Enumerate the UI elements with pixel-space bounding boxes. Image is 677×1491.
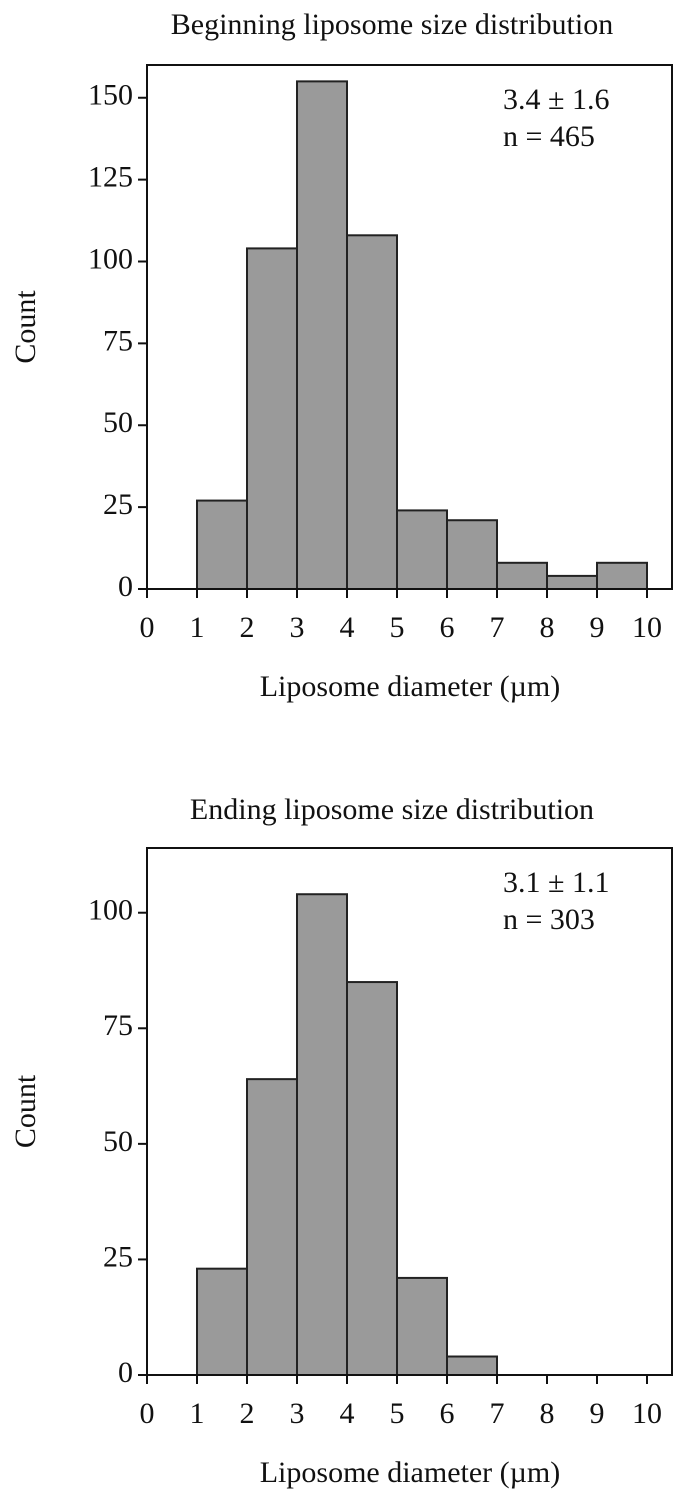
bar: [296, 80, 348, 590]
annotation: 3.1 ± 1.1: [503, 866, 609, 899]
bar: [196, 1267, 248, 1376]
bar: [496, 561, 548, 590]
x-tick-label: 2: [240, 1397, 255, 1430]
y-tick-label: 75: [103, 1009, 133, 1042]
bar: [346, 981, 398, 1376]
x-tick-label: 3: [290, 611, 305, 644]
bar: [346, 234, 398, 591]
x-tick-label: 8: [540, 611, 555, 644]
annotation: n = 465: [503, 120, 595, 153]
plot-frame: [146, 64, 673, 590]
x-tick-label: 1: [190, 611, 205, 644]
bar: [396, 1276, 448, 1376]
x-tick-label: 0: [140, 1397, 155, 1430]
x-tick-label: 8: [540, 1397, 555, 1430]
bar: [246, 247, 298, 590]
x-tick-label: 6: [440, 1397, 455, 1430]
bar: [296, 893, 348, 1377]
x-tick-label: 1: [190, 1397, 205, 1430]
y-tick-label: 150: [88, 79, 133, 112]
y-tick-label: 25: [103, 488, 133, 521]
x-axis-label: Liposome diameter (µm): [260, 670, 561, 703]
y-tick-label: 75: [103, 324, 133, 357]
bar: [246, 1078, 298, 1377]
x-tick-label: 7: [490, 611, 505, 644]
bar: [396, 509, 448, 590]
y-tick-label: 0: [118, 1356, 133, 1389]
annotation: n = 303: [503, 903, 595, 936]
annotation: 3.4 ± 1.6: [503, 83, 609, 116]
x-tick-label: 5: [390, 1397, 405, 1430]
x-tick-label: 10: [632, 611, 662, 644]
y-tick-label: 125: [88, 161, 133, 194]
plot-frame: [146, 847, 673, 1376]
x-tick-label: 5: [390, 611, 405, 644]
y-axis-label: Count: [9, 290, 42, 364]
y-tick-label: 100: [88, 894, 133, 927]
x-tick-label: 9: [590, 611, 605, 644]
y-tick-label: 50: [103, 1125, 133, 1158]
x-tick-label: 4: [340, 1397, 355, 1430]
x-tick-label: 10: [632, 1397, 662, 1430]
bar: [546, 574, 598, 591]
x-tick-label: 9: [590, 1397, 605, 1430]
x-tick-label: 4: [340, 611, 355, 644]
bar: [446, 1355, 498, 1377]
bar: [446, 519, 498, 590]
y-tick-label: 25: [103, 1240, 133, 1273]
x-tick-label: 2: [240, 611, 255, 644]
chart-title: Ending liposome size distribution: [190, 793, 594, 826]
bar: [196, 499, 248, 591]
y-tick-label: 50: [103, 406, 133, 439]
x-tick-label: 0: [140, 611, 155, 644]
y-axis-label: Count: [9, 1074, 42, 1148]
bar: [596, 561, 648, 590]
y-tick-label: 100: [88, 242, 133, 275]
chart-title: Beginning liposome size distribution: [171, 8, 613, 41]
x-tick-label: 3: [290, 1397, 305, 1430]
x-tick-label: 6: [440, 611, 455, 644]
x-tick-label: 7: [490, 1397, 505, 1430]
x-axis-label: Liposome diameter (µm): [260, 1456, 561, 1489]
y-tick-label: 0: [118, 570, 133, 603]
